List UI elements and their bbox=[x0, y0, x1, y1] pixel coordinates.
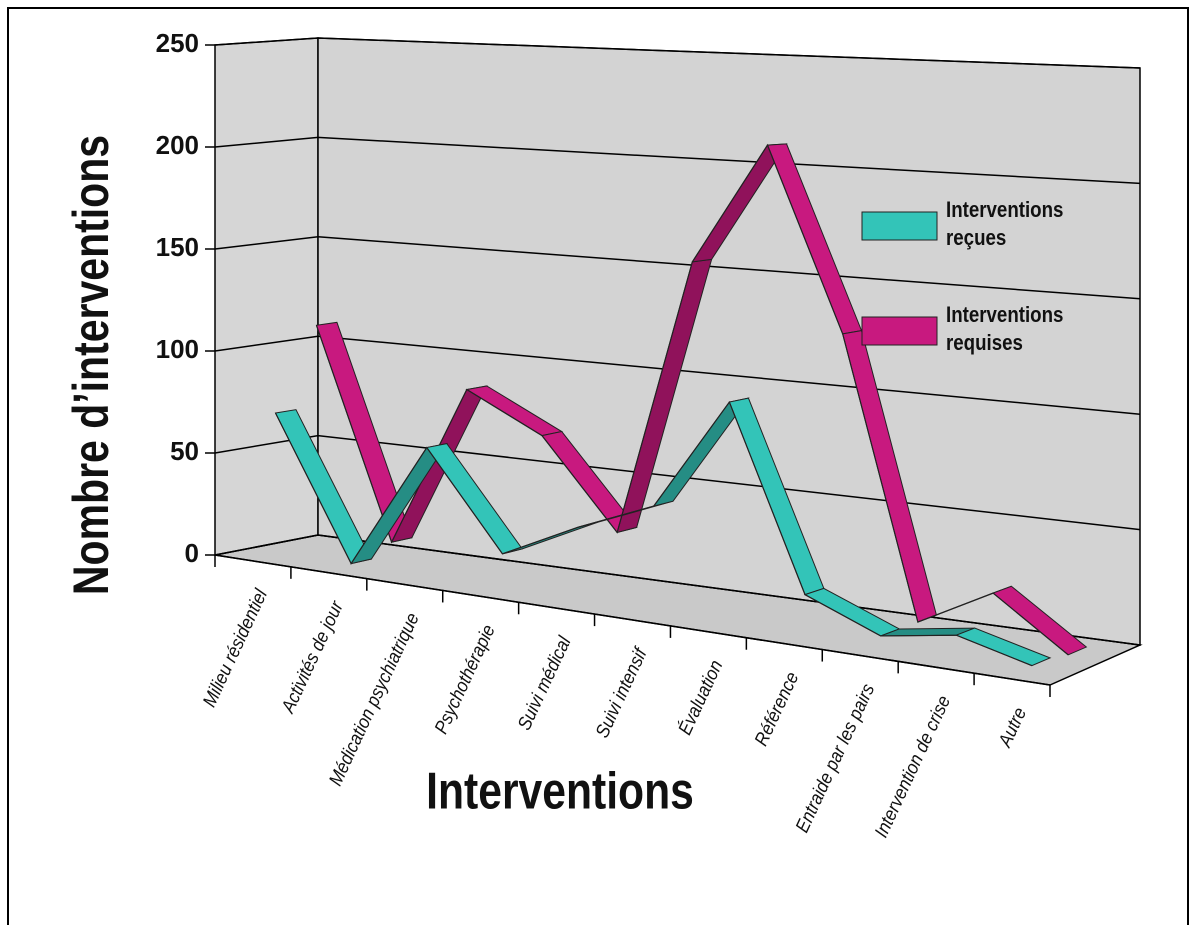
grid-line bbox=[214, 136, 1141, 185]
x-tick-label: Évaluation bbox=[674, 657, 727, 738]
x-tick-label: Activités de jour bbox=[277, 597, 348, 717]
grid-line bbox=[214, 236, 1141, 300]
x-tick-label: Suivi médical bbox=[513, 632, 575, 733]
y-tick-label: 50 bbox=[170, 436, 199, 466]
y-axis-title: Nombre d’interventions bbox=[63, 135, 119, 595]
legend-swatch bbox=[861, 211, 938, 241]
left-wall bbox=[214, 37, 319, 556]
y-tick-label: 100 bbox=[156, 334, 199, 364]
y-tick-label: 250 bbox=[156, 28, 199, 58]
series-line bbox=[315, 143, 1069, 656]
x-tick-label: Suivi intensif bbox=[591, 643, 651, 741]
y-tick-label: 150 bbox=[156, 232, 199, 262]
x-tick-label: Intervention de crise bbox=[870, 692, 954, 840]
x-tick-label: Référence bbox=[750, 669, 802, 749]
x-axis bbox=[214, 554, 1051, 686]
x-tick-label: Entraide par les pairs bbox=[791, 680, 878, 835]
x-tick-label: Autre bbox=[994, 704, 1031, 751]
frame bbox=[7, 7, 1189, 925]
grid-line bbox=[214, 434, 1141, 531]
series bbox=[315, 143, 1088, 656]
x-axis-title: Interventions bbox=[426, 763, 694, 821]
x-tick-label: Médication psychiatrique bbox=[325, 610, 424, 789]
grid-line bbox=[214, 534, 1141, 646]
x-tick-label: Milieu résidentiel bbox=[198, 585, 271, 710]
legend-swatch bbox=[861, 316, 938, 346]
x-tick-label: Psychothérapie bbox=[430, 621, 499, 737]
grid-line bbox=[214, 37, 1141, 69]
y-tick-label: 0 bbox=[185, 538, 199, 568]
series bbox=[274, 397, 1052, 667]
legend-label: Interventions requises bbox=[946, 302, 1064, 355]
y-tick-label: 200 bbox=[156, 130, 199, 160]
series-line bbox=[274, 400, 1033, 667]
legend-label: Interventions reçues bbox=[946, 197, 1064, 250]
